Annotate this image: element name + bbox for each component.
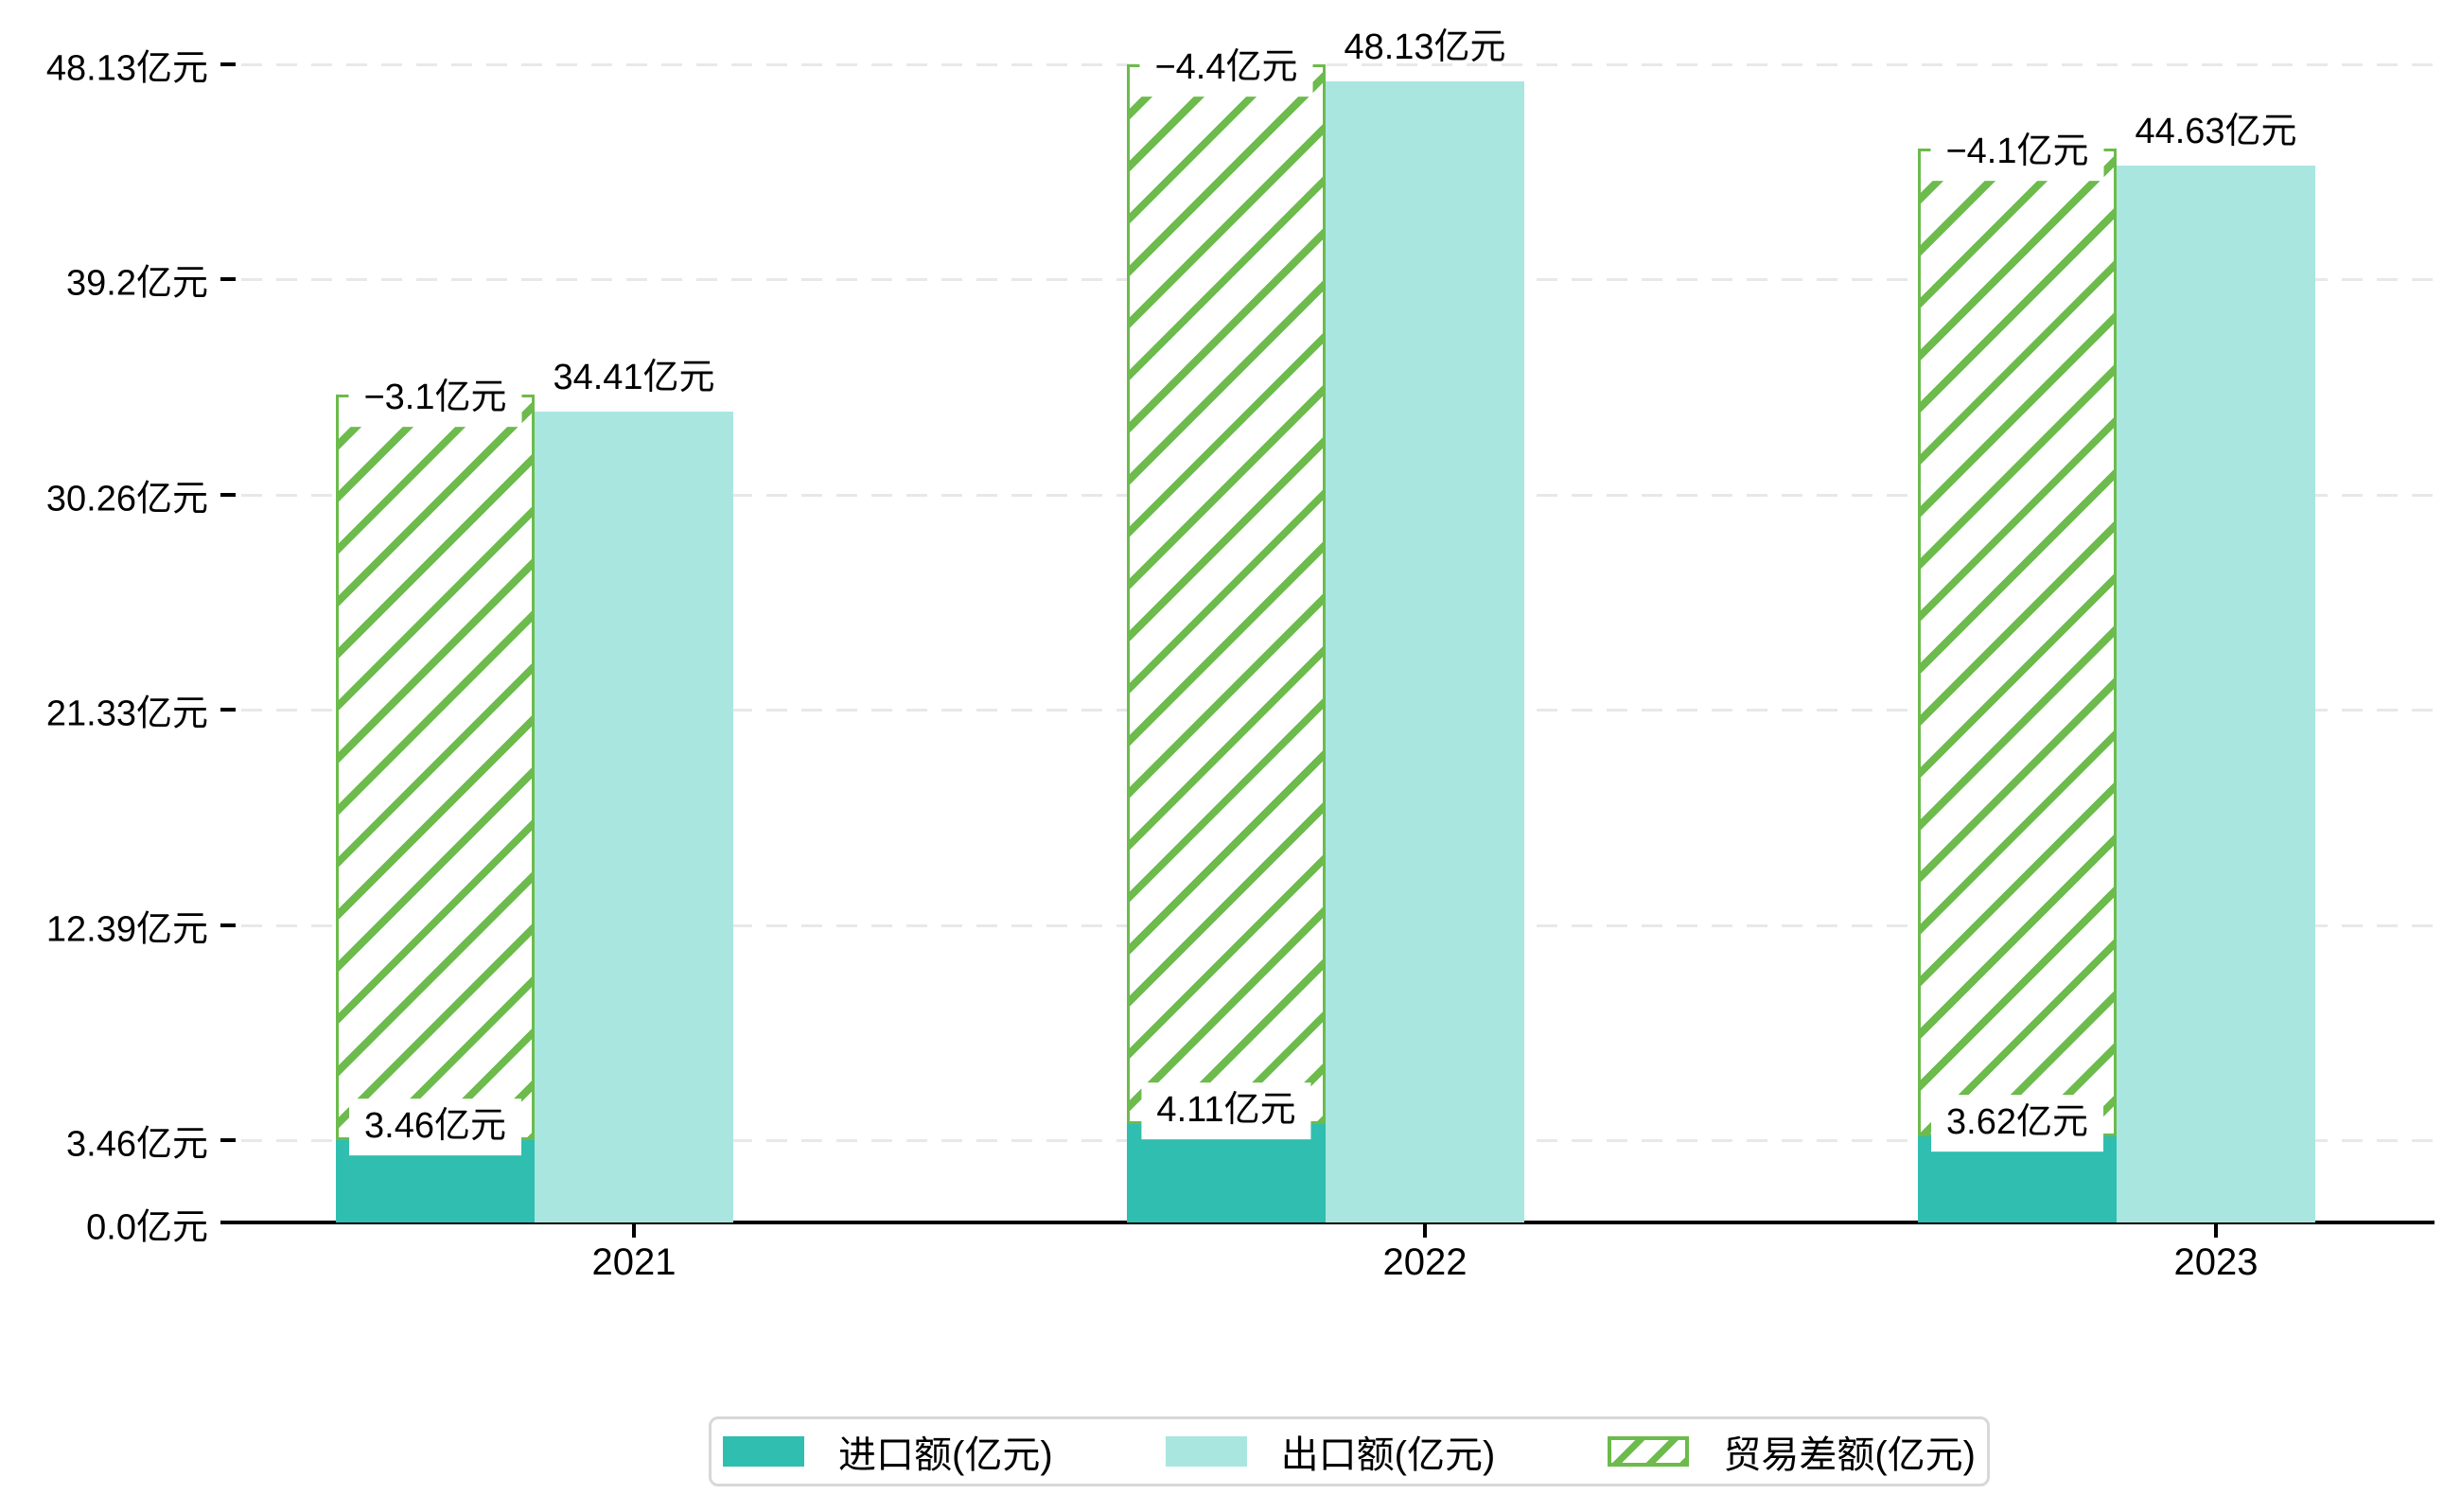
bar-balance-2021 (336, 395, 535, 1140)
y-axis-label: 21.33亿元 (45, 694, 208, 734)
y-axis-label: 12.39亿元 (45, 909, 208, 950)
y-axis-tick (220, 277, 236, 281)
legend-label-export: 出口额(亿元) (1280, 1434, 1496, 1476)
data-label-import-2021: 3.46亿元 (349, 1099, 521, 1155)
bar-import-2022 (1127, 1124, 1326, 1222)
bar-export-2021 (535, 412, 733, 1222)
bar-balance-2022 (1127, 64, 1326, 1124)
data-label-export-2022: 48.13亿元 (1344, 27, 1506, 68)
legend-item-import: 进口额(亿元) (723, 1424, 1053, 1479)
bar-balance-2023 (1918, 149, 2117, 1136)
data-label-import-2022: 4.11亿元 (1141, 1082, 1311, 1139)
y-axis-label: 39.2亿元 (66, 263, 208, 304)
y-axis-label: 48.13亿元 (45, 48, 208, 89)
balance-hatch-swatch-icon (1608, 1436, 1690, 1467)
legend-label-balance: 贸易差额(亿元) (1723, 1434, 1976, 1476)
y-axis-label: 30.26亿元 (45, 479, 208, 519)
import-swatch-icon (723, 1436, 804, 1467)
legend: 进口额(亿元) 出口额(亿元) 贸易差额(亿元) (709, 1416, 1990, 1486)
y-axis-label: 0.0亿元 (86, 1207, 208, 1248)
y-axis-tick (220, 1138, 236, 1142)
x-axis-line (220, 1221, 2435, 1224)
data-label-import-2023: 3.62亿元 (1931, 1095, 2103, 1152)
data-label-export-2023: 44.63亿元 (2135, 112, 2297, 152)
data-label-export-2021: 34.41亿元 (553, 358, 715, 398)
data-label-balance-2023: −4.1亿元 (1930, 124, 2104, 181)
y-axis-tick (220, 62, 236, 66)
export-swatch-icon (1165, 1436, 1247, 1467)
x-axis-label-2022: 2022 (1382, 1241, 1468, 1283)
x-axis-tick-2023 (2214, 1222, 2218, 1238)
legend-label-import: 进口额(亿元) (838, 1434, 1053, 1476)
x-axis-tick-2022 (1423, 1222, 1427, 1238)
gridline-48.13亿元 (241, 63, 2435, 66)
x-axis-tick-2021 (632, 1222, 636, 1238)
y-axis-tick (220, 493, 236, 497)
y-axis-label: 3.46亿元 (66, 1124, 208, 1165)
data-label-balance-2022: −4.4亿元 (1139, 40, 1313, 97)
data-label-balance-2021: −3.1亿元 (348, 370, 522, 427)
y-axis-tick (220, 923, 236, 927)
bar-export-2023 (2117, 166, 2315, 1222)
legend-item-export: 出口额(亿元) (1165, 1424, 1496, 1479)
x-axis-label-2021: 2021 (591, 1241, 677, 1283)
y-axis-tick (220, 708, 236, 712)
legend-item-balance: 贸易差额(亿元) (1608, 1424, 1976, 1479)
bar-export-2022 (1326, 81, 1524, 1222)
x-axis-label-2023: 2023 (2173, 1241, 2259, 1283)
